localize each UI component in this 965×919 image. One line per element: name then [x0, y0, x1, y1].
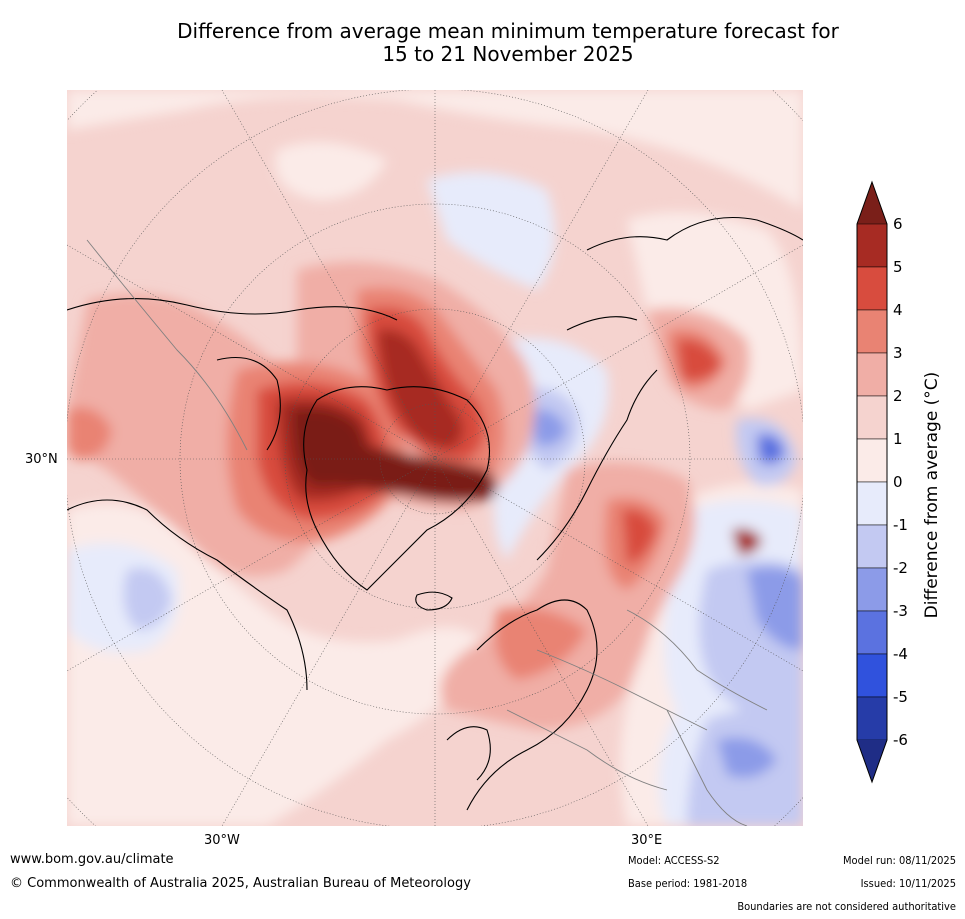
footer-model: Model: ACCESS-S2: [628, 854, 720, 867]
colorbar-tick: 0: [893, 473, 903, 491]
anomaly-contours: [67, 90, 803, 826]
colorbar: [856, 180, 888, 784]
colorbar-swatch-m2-to-m1: [856, 524, 888, 569]
colorbar-swatch-3-to-4: [856, 309, 888, 354]
colorbar-tick: -1: [893, 516, 908, 534]
footer-base-period: Base period: 1981-2018: [628, 877, 748, 890]
footer-model-run: Model run: 08/11/2025: [843, 854, 956, 867]
colorbar-outline: [856, 180, 888, 784]
colorbar-tick: 5: [893, 258, 903, 276]
colorbar-tick: 1: [893, 430, 903, 448]
colorbar-swatch-4-to-5: [856, 266, 888, 311]
graticule: [67, 90, 803, 826]
footer-disclaimer: Boundaries are not considered authoritat…: [737, 900, 956, 913]
footer-url[interactable]: www.bom.gov.au/climate: [10, 852, 174, 867]
colorbar-tick: 4: [893, 301, 903, 319]
coastlines: [67, 217, 803, 811]
colorbar-tick: -4: [893, 645, 908, 663]
colorbar-swatch-m4-to-m3: [856, 610, 888, 655]
country-borders: [86, 239, 768, 826]
title-line-1: Difference from average mean minimum tem…: [177, 19, 839, 43]
colorbar-swatch-m5-to-m4: [856, 653, 888, 698]
colorbar-label: Difference from average (°C): [922, 371, 942, 619]
footer-copyright: © Commonwealth of Australia 2025, Austra…: [10, 876, 471, 891]
colorbar-swatch-5-to-6: [856, 223, 888, 268]
colorbar-tick: -3: [893, 602, 908, 620]
colorbar-swatch-m3-to-m2: [856, 567, 888, 612]
colorbar-tick: -5: [893, 688, 908, 706]
lon-label-30w: 30°W: [204, 833, 240, 848]
lon-label-30e: 30°E: [631, 833, 663, 848]
colorbar-extend-top: [857, 182, 887, 224]
footer-issued: Issued: 10/11/2025: [860, 877, 956, 890]
colorbar-extend-bottom: [857, 740, 887, 782]
colorbar-tick: 6: [893, 215, 903, 233]
colorbar-swatch-m1-to-0: [856, 481, 888, 526]
colorbar-swatch-m6-to-m5: [856, 696, 888, 741]
colorbar-swatch-0-to-1: [856, 438, 888, 483]
lat-label-30n: 30°N: [25, 452, 58, 467]
colorbar-swatch-1-to-2: [856, 395, 888, 440]
forecast-map: [67, 90, 803, 826]
colorbar-label-box: Difference from average (°C): [917, 340, 947, 660]
colorbar-swatches: [856, 182, 888, 782]
anomaly-map-svg: [67, 90, 803, 826]
colorbar-tick: 2: [893, 387, 903, 405]
title-line-2: 15 to 21 November 2025: [382, 42, 634, 66]
chart-title: Difference from average mean minimum tem…: [0, 20, 965, 66]
colorbar-tick: -2: [893, 559, 908, 577]
colorbar-swatch-2-to-3: [856, 352, 888, 397]
colorbar-tick: -6: [893, 731, 908, 749]
colorbar-tick: 3: [893, 344, 903, 362]
